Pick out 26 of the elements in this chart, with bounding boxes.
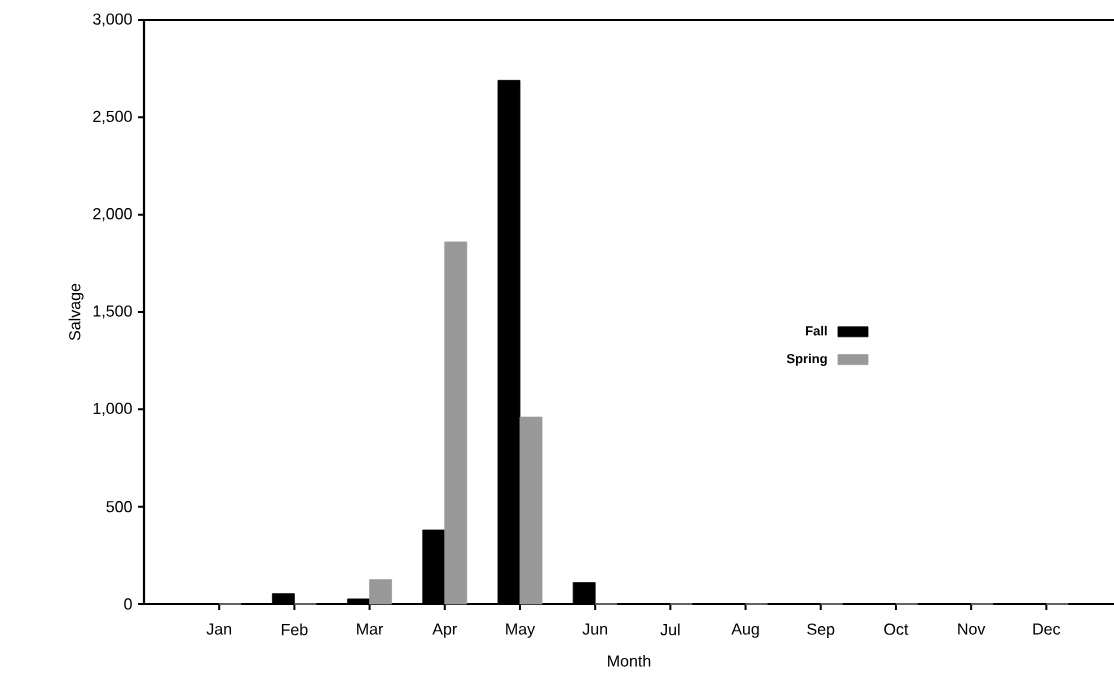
x-tick-label: Nov (958, 623, 986, 635)
x-tick-label: Mar (357, 623, 384, 635)
x-tick-label: Oct (884, 623, 909, 635)
y-axis-title: Salvage (68, 283, 84, 341)
y-tick-label: 0 (124, 598, 132, 610)
bar (444, 241, 468, 605)
x-tick-label: Jan (206, 623, 232, 635)
y-tick-label: 1,500 (93, 305, 132, 319)
legend-label: Spring (786, 353, 827, 366)
x-axis-title: Month (608, 654, 651, 667)
x-tick-label: May (506, 623, 536, 638)
y-tick-label: 3,000 (93, 13, 132, 27)
y-tick-label: 2,000 (93, 208, 132, 222)
y-tick-label: 2,500 (93, 110, 132, 124)
x-tick-label: Jul (660, 623, 680, 636)
bar (519, 416, 543, 605)
y-tick-label: 1,000 (93, 402, 132, 416)
x-tick-label: Jun (582, 623, 608, 635)
legend-label: Fall (806, 325, 827, 336)
x-tick-label: Feb (281, 623, 308, 636)
x-tick-label: Aug (731, 623, 759, 638)
x-tick-label: Apr (432, 623, 457, 638)
y-tick-label: 500 (106, 501, 132, 513)
x-tick-label: Dec (1033, 623, 1061, 635)
bar (369, 579, 392, 605)
x-tick-label: Sep (807, 623, 835, 639)
